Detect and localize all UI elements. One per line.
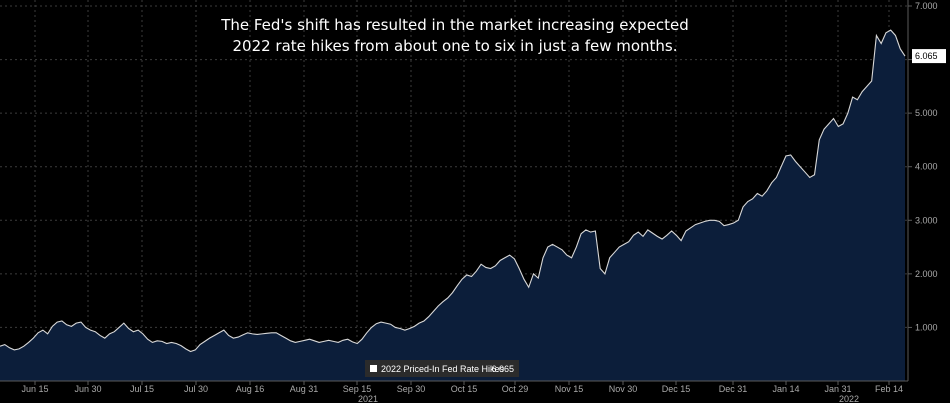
x-tick-label: Sep 30 <box>397 384 426 394</box>
x-tick-label: Dec 31 <box>719 384 748 394</box>
chart-title-line-2: 2022 rate hikes from about one to six in… <box>232 37 677 55</box>
y-tick-label: 7.000 <box>915 1 938 11</box>
x-tick-label: Sep 15 <box>343 384 372 394</box>
x-axis-ticks: Jun 15 Jun 30 Jul 15 Jul 30 Aug 16 Aug 31 Sep … <box>21 381 903 394</box>
x-tick-label: Jan 31 <box>824 384 851 394</box>
series-line <box>0 29 906 353</box>
legend-swatch <box>370 365 377 372</box>
legend-series-name: 2022 Priced-In Fed Rate Hikes <box>381 364 505 374</box>
x-tick-label: Oct 15 <box>451 384 478 394</box>
x-year-label: 2021 <box>358 394 378 403</box>
last-value-label: 6.065 <box>915 51 938 61</box>
legend-background <box>365 360 519 377</box>
chart-title-line-1: The Fed's shift has resulted in the mark… <box>220 16 689 34</box>
legend-series-value: 6.065 <box>491 364 514 374</box>
legend: 2022 Priced-In Fed Rate Hikes 6.065 <box>365 360 519 377</box>
x-tick-label: Jun 15 <box>21 384 48 394</box>
series-area-fill <box>0 30 905 382</box>
last-value-marker: 6.065 <box>912 49 946 64</box>
x-tick-label: Jul 30 <box>184 384 208 394</box>
x-tick-label: Oct 29 <box>502 384 529 394</box>
y-tick-label: 3.000 <box>915 215 938 225</box>
x-tick-label: Aug 31 <box>290 384 319 394</box>
x-tick-label: Feb 14 <box>875 384 903 394</box>
x-tick-label: Nov 15 <box>555 384 584 394</box>
x-tick-label: Jun 30 <box>74 384 101 394</box>
last-value-box <box>912 49 946 64</box>
x-tick-label: Dec 15 <box>662 384 691 394</box>
x-axis-year-labels: 2021 2022 <box>358 394 859 403</box>
y-tick-label: 5.000 <box>915 108 938 118</box>
x-tick-label: Aug 16 <box>236 384 265 394</box>
y-tick-label: 2.000 <box>915 269 938 279</box>
x-tick-label: Nov 30 <box>609 384 638 394</box>
y-tick-label: 4.000 <box>915 162 938 172</box>
x-year-label: 2022 <box>839 394 859 403</box>
x-tick-label: Jul 15 <box>130 384 154 394</box>
y-tick-label: 1.000 <box>915 322 938 332</box>
x-tick-label: Jan 14 <box>772 384 799 394</box>
